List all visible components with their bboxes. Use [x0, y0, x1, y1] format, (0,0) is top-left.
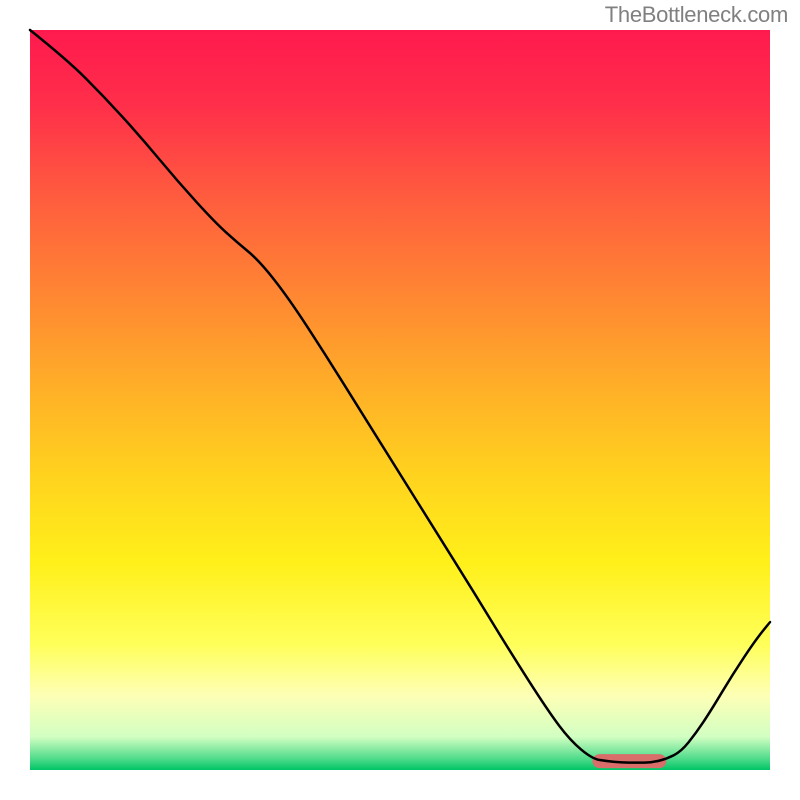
bottleneck-chart [0, 0, 800, 800]
watermark-label: TheBottleneck.com [605, 2, 788, 28]
chart-container: { "watermark": "TheBottleneck.com", "cha… [0, 0, 800, 800]
plot-background [30, 30, 770, 770]
